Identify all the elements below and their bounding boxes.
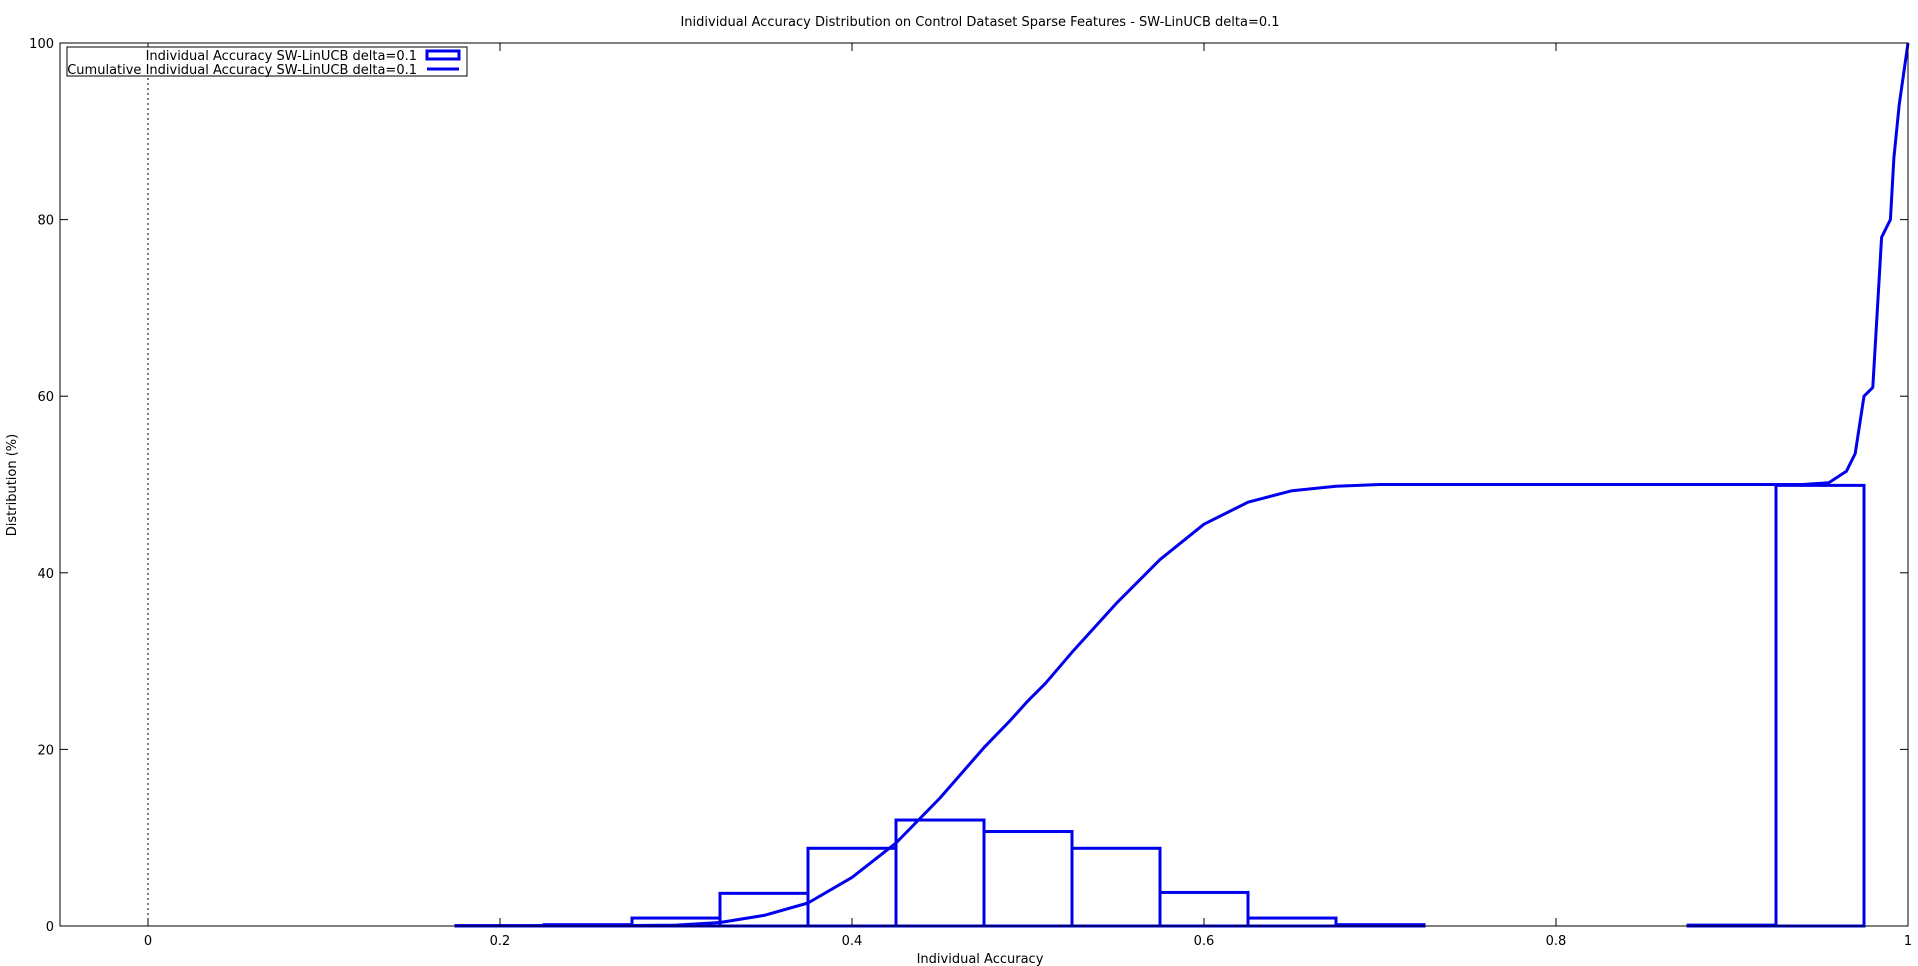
histogram-bar: [1774, 483, 1866, 928]
histogram-bar: [1246, 916, 1338, 928]
histogram-bars: [454, 483, 1866, 928]
x-tick-label: 0.6: [1194, 934, 1215, 949]
x-axis-label: Individual Accuracy: [917, 952, 1044, 966]
chart-title: Inidividual Accuracy Distribution on Con…: [680, 15, 1279, 30]
histogram-bar: [1070, 846, 1162, 928]
x-tick-label: 0.4: [842, 934, 863, 949]
legend-frame: [66, 46, 468, 77]
y-tick-label: 20: [37, 743, 54, 758]
y-tick-label: 100: [29, 37, 54, 52]
histogram-bar: [894, 818, 986, 928]
x-tick-label: 1: [1904, 934, 1912, 949]
legend-label-cumulative: Cumulative Individual Accuracy SW-LinUCB…: [67, 63, 417, 78]
x-tick-label: 0: [144, 934, 152, 949]
y-tick-label: 40: [37, 567, 54, 582]
y-tick-label: 80: [37, 214, 54, 229]
legend-swatch-histogram: [425, 49, 461, 61]
x-tick-label: 0.2: [490, 934, 511, 949]
plot-area: [59, 42, 1910, 928]
y-axis-label: Distribution (%): [5, 434, 20, 536]
histogram-bar: [806, 846, 898, 928]
y-axis: 0 20 40 60 80 100: [29, 37, 1908, 935]
legend-label-histogram: Individual Accuracy SW-LinUCB delta=0.1: [146, 49, 417, 64]
y-tick-label: 0: [46, 920, 54, 935]
x-tick-label: 0.8: [1546, 934, 1567, 949]
cumulative-line: [456, 42, 1910, 928]
y-tick-label: 60: [37, 390, 54, 405]
plot-frame: [59, 42, 1909, 927]
x-axis: 0 0.2 0.4 0.6 0.8 1: [144, 43, 1912, 949]
legend: Individual Accuracy SW-LinUCB delta=0.1 …: [66, 46, 468, 78]
histogram-bar: [982, 830, 1074, 928]
